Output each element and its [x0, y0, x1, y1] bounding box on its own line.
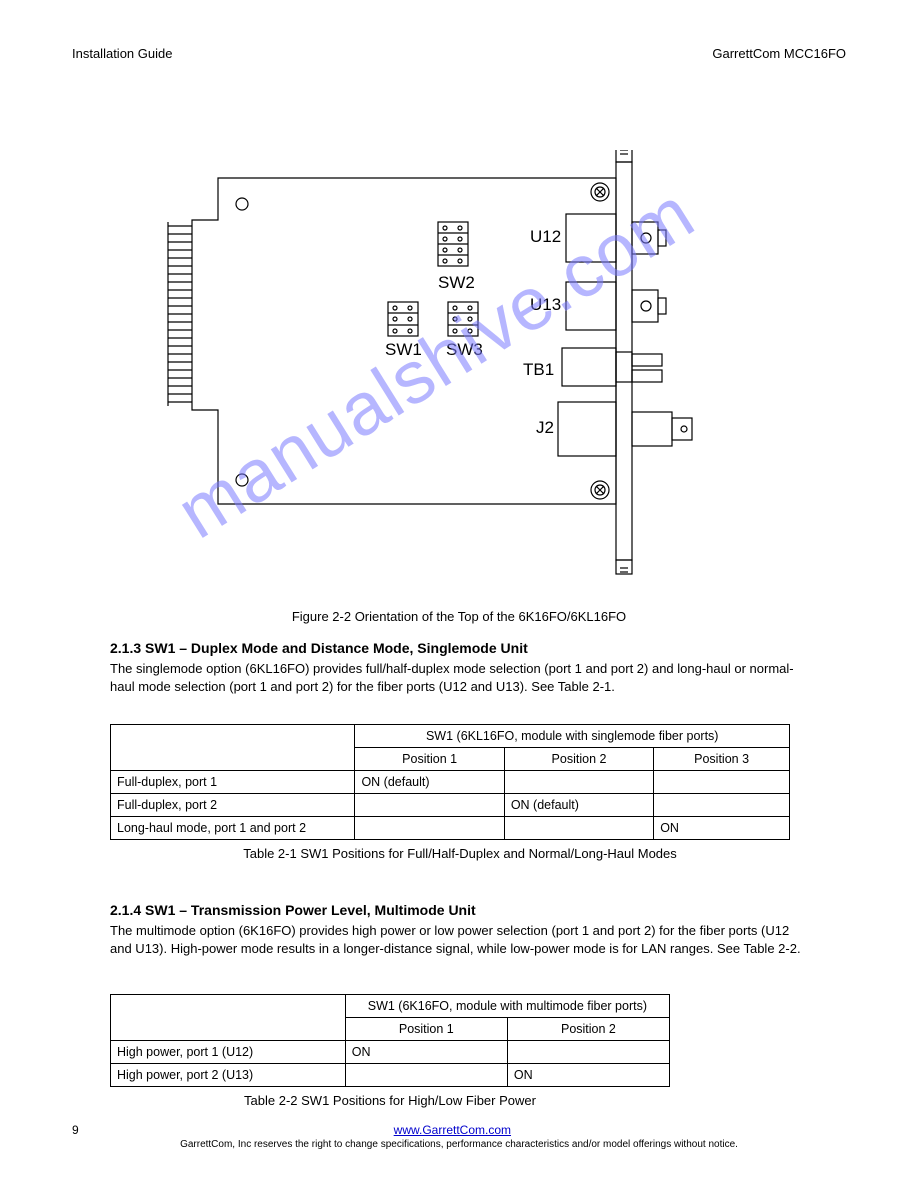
- table-row: Full-duplex, port 2 ON (default): [111, 794, 790, 817]
- table-sw1-multimode: SW1 (6K16FO, module with multimode fiber…: [110, 994, 670, 1087]
- section-text-2: The multimode option (6K16FO) provides h…: [110, 922, 810, 957]
- label-u12: U12: [530, 227, 561, 246]
- t1-sub-1: Position 1: [355, 748, 504, 771]
- label-sw1: SW1: [385, 340, 422, 359]
- table-row: High power, port 1 (U12) ON: [111, 1041, 670, 1064]
- t1-header: SW1 (6KL16FO, module with singlemode fib…: [355, 725, 790, 748]
- table-row: High power, port 2 (U13) ON: [111, 1064, 670, 1087]
- table2-caption: Table 2-2 SW1 Positions for High/Low Fib…: [110, 1093, 670, 1108]
- label-tb1: TB1: [523, 360, 554, 379]
- section-heading-1: 2.1.3 SW1 – Duplex Mode and Distance Mod…: [110, 640, 810, 656]
- header-left: Installation Guide: [72, 46, 172, 61]
- table-row: Long-haul mode, port 1 and port 2 ON: [111, 817, 790, 840]
- table-sw1-singlemode: SW1 (6KL16FO, module with singlemode fib…: [110, 724, 790, 840]
- t2-sub-1: Position 1: [345, 1018, 507, 1041]
- label-sw2: SW2: [438, 273, 475, 292]
- pcb-diagram: SW2 SW1 SW3 U12 U13 TB1 J2: [160, 150, 740, 580]
- section-text-1: The singlemode option (6KL16FO) provides…: [110, 660, 810, 695]
- footer-link[interactable]: www.GarrettCom.com: [394, 1123, 511, 1137]
- header-right: GarrettCom MCC16FO: [712, 46, 846, 61]
- table1-caption: Table 2-1 SW1 Positions for Full/Half-Du…: [110, 846, 810, 861]
- table-row: Full-duplex, port 1 ON (default): [111, 771, 790, 794]
- page-footer: 9 www.GarrettCom.com GarrettCom, Inc res…: [72, 1123, 846, 1150]
- footer-legal: GarrettCom, Inc reserves the right to ch…: [72, 1139, 846, 1150]
- page-number: 9: [72, 1123, 79, 1137]
- label-sw3: SW3: [446, 340, 483, 359]
- t2-sub-2: Position 2: [507, 1018, 669, 1041]
- label-j2: J2: [536, 418, 554, 437]
- figure-caption: Figure 2-2 Orientation of the Top of the…: [0, 609, 918, 624]
- t1-sub-2: Position 2: [504, 748, 653, 771]
- section-heading-2: 2.1.4 SW1 – Transmission Power Level, Mu…: [110, 902, 810, 918]
- label-u13: U13: [530, 295, 561, 314]
- t2-header: SW1 (6K16FO, module with multimode fiber…: [345, 995, 669, 1018]
- t1-sub-3: Position 3: [654, 748, 790, 771]
